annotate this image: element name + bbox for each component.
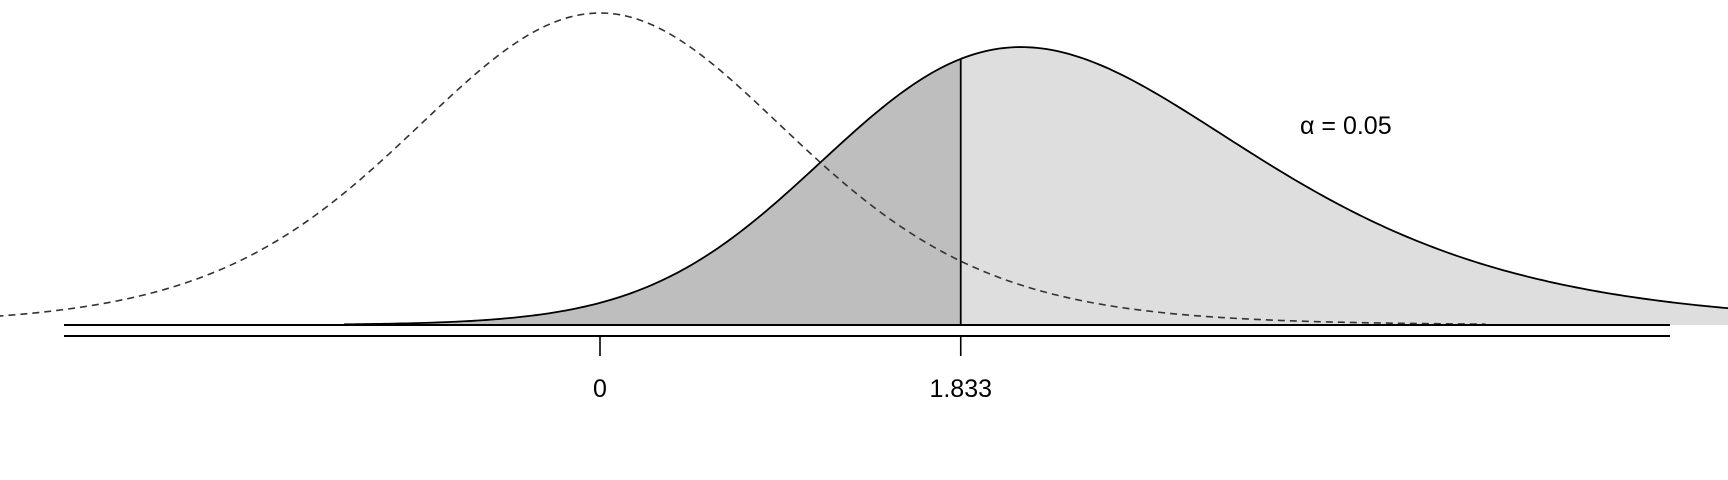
alpha-annotation: α = 0.05 xyxy=(1300,112,1392,140)
shaded-regions xyxy=(344,47,1728,325)
x-axis: 0 1.833 xyxy=(64,324,1670,403)
shaded-region-beta xyxy=(344,58,961,325)
alternative-distribution-curve xyxy=(344,46,1728,326)
tick-label-1: 1.833 xyxy=(929,375,992,403)
shaded-region-power xyxy=(960,47,1728,325)
density-curves xyxy=(0,12,1728,326)
tick-label-0: 0 xyxy=(593,375,607,403)
